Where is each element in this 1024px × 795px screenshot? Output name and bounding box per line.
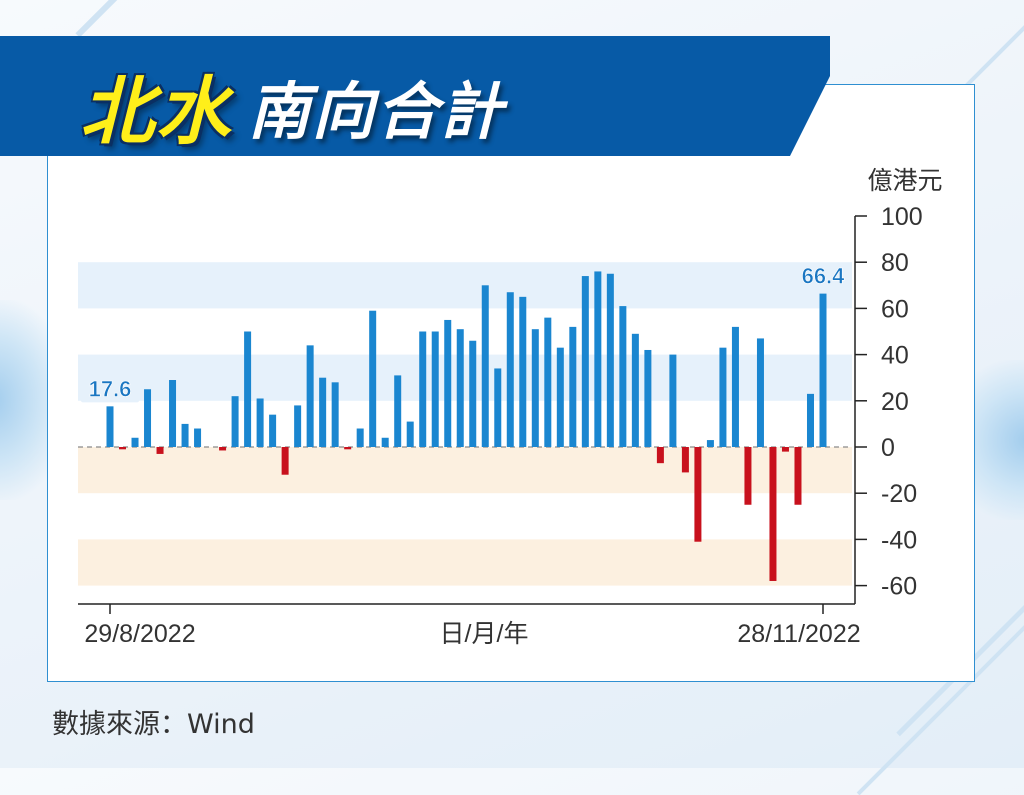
chart-title: 北水 南向合計 — [80, 52, 505, 155]
data-bar — [531, 329, 539, 447]
x-tick-label: 29/8/2022 — [84, 620, 195, 648]
data-bar — [569, 326, 577, 447]
y-tick-label: 60 — [881, 295, 909, 323]
data-bar — [669, 354, 677, 447]
data-bar — [119, 447, 127, 450]
data-source: 數據來源：Wind — [52, 709, 255, 740]
data-bar — [106, 406, 114, 447]
title-rest: 南向合計 — [248, 74, 505, 148]
x-tick-label: 28/11/2022 — [737, 620, 860, 648]
data-bar — [644, 349, 652, 447]
data-bar — [619, 306, 627, 447]
bar-chart: 17.6 66.4 -60 -40 -20 0 20 40 60 80 100 億港元 29/8/2… — [78, 167, 943, 648]
data-bar — [556, 347, 564, 447]
data-bar — [806, 393, 814, 447]
y-tick-label: 100 — [881, 203, 923, 231]
data-bar — [769, 447, 777, 581]
title-banner — [0, 36, 830, 156]
data-bar — [744, 447, 752, 505]
data-bar — [306, 345, 314, 447]
data-bar — [506, 292, 514, 447]
y-tick-label: 40 — [881, 342, 909, 370]
y-tick-label: 80 — [881, 249, 909, 277]
data-bar — [406, 421, 414, 447]
annotation-background — [794, 263, 852, 290]
data-bar — [356, 428, 364, 447]
data-bar — [331, 382, 339, 447]
value-annotation: 17.6 — [89, 376, 132, 401]
data-bar — [131, 437, 139, 447]
title-highlight: 北水 — [80, 69, 232, 155]
data-bar — [244, 331, 252, 447]
data-bar — [156, 447, 164, 454]
data-bar — [194, 428, 202, 447]
data-bar — [656, 447, 664, 464]
data-bar — [219, 447, 227, 451]
data-bar — [294, 405, 302, 447]
data-bar — [694, 447, 702, 542]
y-axis-label: 億港元 — [867, 167, 942, 195]
data-bar — [231, 396, 239, 447]
annotation-background — [81, 376, 139, 403]
value-annotations: 17.6 66.4 — [81, 263, 852, 403]
y-tick-label: -40 — [881, 526, 917, 554]
data-bar — [369, 310, 377, 447]
banner-shape — [0, 36, 830, 156]
data-bar — [444, 319, 452, 447]
background-band — [78, 447, 852, 494]
data-bar — [144, 389, 152, 447]
data-bar — [731, 326, 739, 447]
data-bar — [456, 329, 464, 447]
data-bar — [594, 271, 602, 447]
bars — [106, 271, 827, 581]
data-bar — [181, 423, 189, 447]
data-bar — [319, 377, 327, 447]
data-bar — [581, 276, 589, 447]
data-bar — [419, 331, 427, 447]
y-axis: -60 -40 -20 0 20 40 60 80 100 億港元 — [854, 167, 943, 604]
data-bar — [381, 437, 389, 447]
background-band — [78, 539, 852, 586]
data-bar — [606, 273, 614, 447]
data-bar — [544, 317, 552, 447]
data-bar — [481, 285, 489, 447]
data-bar — [169, 380, 177, 447]
data-bar — [819, 293, 827, 447]
data-bar — [681, 447, 689, 473]
y-tick-label: 20 — [881, 388, 909, 416]
data-bar — [469, 340, 477, 447]
data-bar — [794, 447, 802, 505]
y-tick-label: -20 — [881, 480, 917, 508]
data-bar — [719, 347, 727, 447]
y-tick-label: 0 — [881, 434, 895, 462]
data-bar — [269, 414, 277, 447]
data-bar — [519, 296, 527, 447]
data-bar — [394, 375, 402, 447]
data-bar — [781, 447, 789, 452]
data-bar — [706, 440, 714, 447]
data-bar — [281, 447, 289, 475]
background-band — [78, 262, 852, 309]
x-axis-label: 日/月/年 — [440, 620, 529, 648]
data-bar — [256, 398, 264, 447]
data-bar — [631, 333, 639, 447]
data-bar — [344, 447, 352, 450]
y-tick-label: -60 — [881, 573, 917, 601]
data-bar — [756, 338, 764, 447]
data-bar — [494, 368, 502, 447]
value-annotation: 66.4 — [802, 264, 846, 289]
data-bar — [431, 331, 439, 447]
x-axis: 29/8/2022 28/11/2022 日/月/年 — [78, 603, 861, 648]
